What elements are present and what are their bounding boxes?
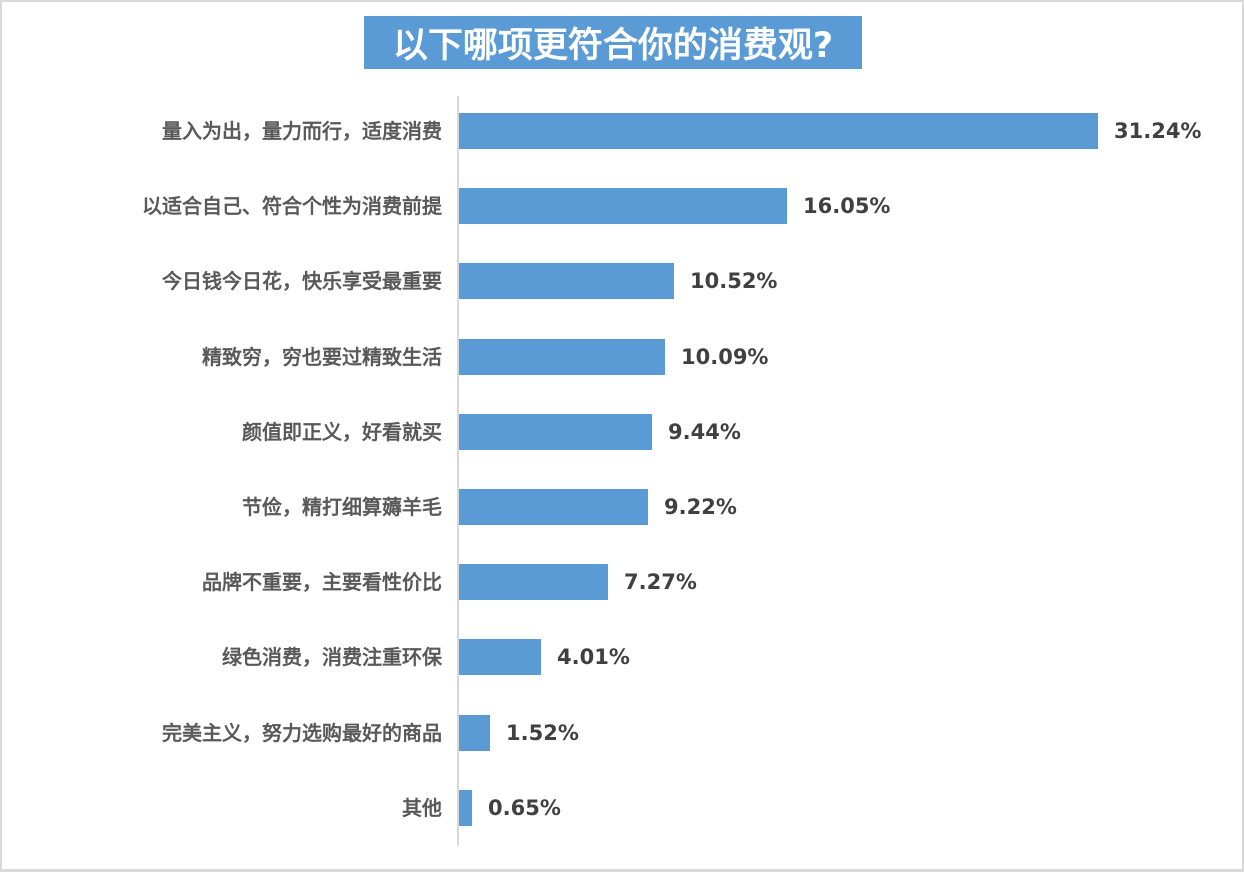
bar	[459, 414, 652, 450]
value-label: 7.27%	[624, 570, 697, 594]
bar-row: 今日钱今日花，快乐享受最重要 10.52%	[0, 263, 1244, 299]
category-label: 量入为出，量力而行，适度消费	[162, 119, 442, 143]
value-label: 10.09%	[681, 345, 769, 369]
value-label: 16.05%	[803, 194, 891, 218]
value-label: 0.65%	[488, 796, 561, 820]
bar	[459, 188, 787, 224]
bar	[459, 715, 490, 751]
category-label: 精致穷，穷也要过精致生活	[202, 345, 442, 369]
value-label: 4.01%	[557, 645, 630, 669]
value-label: 9.44%	[668, 420, 741, 444]
category-axis-line	[457, 96, 459, 846]
category-label: 品牌不重要，主要看性价比	[202, 570, 442, 594]
category-label: 其他	[402, 796, 442, 820]
category-label: 节俭，精打细算薅羊毛	[242, 495, 442, 519]
bar-row: 精致穷，穷也要过精致生活 10.09%	[0, 339, 1244, 375]
bar-row: 颜值即正义，好看就买 9.44%	[0, 414, 1244, 450]
category-label: 以适合自己、符合个性为消费前提	[142, 194, 442, 218]
value-label: 31.24%	[1114, 119, 1202, 143]
value-label: 1.52%	[506, 721, 579, 745]
bar-row: 节俭，精打细算薅羊毛 9.22%	[0, 489, 1244, 525]
category-label: 完美主义，努力选购最好的商品	[162, 721, 442, 745]
chart-title: 以下哪项更符合你的消费观?	[364, 16, 862, 69]
bar	[459, 339, 665, 375]
bar-row: 完美主义，努力选购最好的商品 1.52%	[0, 715, 1244, 751]
bar	[459, 790, 472, 826]
bar-row: 其他 0.65%	[0, 790, 1244, 826]
bar	[459, 263, 674, 299]
bar	[459, 113, 1098, 149]
category-label: 颜值即正义，好看就买	[242, 420, 442, 444]
bar-row: 品牌不重要，主要看性价比 7.27%	[0, 564, 1244, 600]
bar-row: 以适合自己、符合个性为消费前提 16.05%	[0, 188, 1244, 224]
bar-row: 量入为出，量力而行，适度消费 31.24%	[0, 113, 1244, 149]
category-label: 绿色消费，消费注重环保	[222, 645, 442, 669]
bar	[459, 564, 608, 600]
value-label: 9.22%	[664, 495, 737, 519]
bar-row: 绿色消费，消费注重环保 4.01%	[0, 639, 1244, 675]
bar	[459, 639, 541, 675]
value-label: 10.52%	[690, 269, 778, 293]
bar	[459, 489, 648, 525]
category-label: 今日钱今日花，快乐享受最重要	[162, 269, 442, 293]
